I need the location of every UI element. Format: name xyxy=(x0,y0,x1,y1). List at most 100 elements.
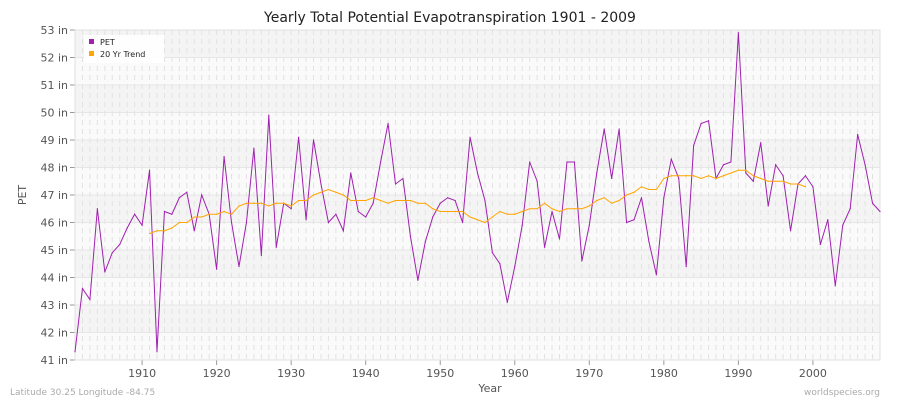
trend-data-point xyxy=(581,208,583,210)
pet-data-point xyxy=(707,120,710,122)
pet-data-point xyxy=(96,208,98,210)
legend-swatch-pet xyxy=(89,39,94,44)
trend-data-point xyxy=(342,194,344,196)
pet-data-point xyxy=(566,161,568,163)
trend-data-point xyxy=(372,197,374,199)
pet-data-point xyxy=(678,177,680,180)
pet-data-point xyxy=(81,287,84,290)
x-tick-label: 1960 xyxy=(501,367,529,380)
trend-data-point xyxy=(685,175,687,177)
pet-data-point xyxy=(372,202,374,204)
trend-data-point xyxy=(663,177,665,180)
trend-data-point xyxy=(439,210,441,213)
trend-data-point xyxy=(611,202,613,204)
trend-data-point xyxy=(491,216,494,218)
plot-border xyxy=(74,29,881,361)
trend-data-point xyxy=(789,183,792,185)
pet-data-point xyxy=(827,219,829,221)
y-tick-label: 43 in xyxy=(40,299,68,312)
pet-data-point xyxy=(603,128,605,130)
pet-data-point xyxy=(506,301,508,303)
trend-data-point xyxy=(484,221,486,224)
pet-data-point xyxy=(111,252,113,254)
y-tick-label: 44 in xyxy=(40,272,68,285)
trend-data-point xyxy=(417,202,419,204)
trend-data-point xyxy=(543,202,546,204)
pet-data-point xyxy=(119,243,121,246)
pet-data-point xyxy=(693,144,695,147)
pet-data-point xyxy=(648,241,650,243)
trend-data-point xyxy=(178,221,180,224)
pet-data-point xyxy=(842,224,844,226)
trend-data-point xyxy=(745,169,747,171)
pet-data-point xyxy=(581,260,583,262)
trend-data-point xyxy=(156,230,158,232)
y-tick-label: 41 in xyxy=(40,354,68,367)
pet-data-point xyxy=(573,161,575,163)
pet-data-point xyxy=(365,216,367,218)
legend: PET 20 Yr Trend xyxy=(84,35,164,63)
trend-data-point xyxy=(782,180,784,182)
y-tick-label: 48 in xyxy=(40,162,68,175)
pet-data-point xyxy=(521,224,523,226)
trend-data-point xyxy=(335,191,337,193)
pet-data-point xyxy=(745,172,747,174)
trend-data-point xyxy=(208,213,210,215)
pet-data-point xyxy=(551,210,553,213)
trend-data-point xyxy=(454,210,456,213)
trend-data-point xyxy=(230,213,233,215)
trend-data-point xyxy=(387,202,389,204)
pet-data-point xyxy=(775,164,777,166)
pet-data-point xyxy=(871,202,874,204)
trend-data-point xyxy=(678,175,680,177)
pet-data-point xyxy=(357,210,359,213)
pet-data-point xyxy=(819,243,821,246)
trend-data-point xyxy=(640,186,643,188)
trend-data-point xyxy=(558,210,561,213)
pet-data-point xyxy=(186,191,188,193)
pet-data-point xyxy=(387,122,389,125)
pet-data-point xyxy=(514,265,516,268)
pet-data-point xyxy=(134,213,136,215)
trend-data-point xyxy=(424,202,426,204)
trend-data-point xyxy=(238,205,240,207)
pet-data-point xyxy=(618,128,620,130)
pet-data-point xyxy=(596,172,598,174)
trend-data-point xyxy=(253,202,255,204)
pet-data-point xyxy=(335,213,337,215)
pet-data-point xyxy=(216,268,218,270)
trend-data-point xyxy=(469,216,471,218)
pet-data-point xyxy=(290,208,292,210)
pet-data-point xyxy=(536,180,538,182)
trend-data-point xyxy=(275,202,277,204)
trend-data-point xyxy=(804,186,807,188)
grid-band xyxy=(75,85,880,113)
y-tick-label: 49 in xyxy=(40,134,68,147)
pet-data-point xyxy=(126,227,128,229)
trend-data-point xyxy=(283,202,285,204)
trend-data-point xyxy=(357,199,359,202)
trend-data-point xyxy=(618,199,620,202)
pet-data-point xyxy=(141,224,143,226)
pet-data-point xyxy=(633,219,635,221)
pet-data-point xyxy=(543,246,546,248)
pet-data-point xyxy=(491,252,494,254)
x-tick-label: 1920 xyxy=(203,367,231,380)
trend-data-point xyxy=(476,219,479,221)
trend-data-point xyxy=(260,202,262,204)
trend-data-point xyxy=(521,210,523,213)
x-tick-label: 1940 xyxy=(352,367,380,380)
pet-data-point xyxy=(857,133,859,136)
trend-data-point xyxy=(730,172,732,174)
trend-data-point xyxy=(186,221,188,224)
trend-data-point xyxy=(715,177,717,180)
trend-data-point xyxy=(409,199,412,202)
pet-data-point xyxy=(476,172,479,174)
pet-data-point xyxy=(558,238,561,240)
pet-data-point xyxy=(611,177,613,180)
trend-data-point xyxy=(529,208,531,210)
trend-data-point xyxy=(625,194,628,196)
pet-data-point xyxy=(409,235,412,237)
grid-band xyxy=(75,57,880,85)
